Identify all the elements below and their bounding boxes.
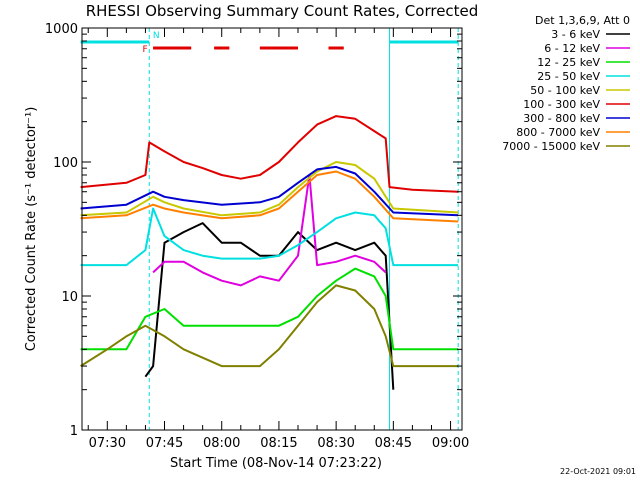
legend-label-6: 100 - 300 keV: [523, 98, 600, 111]
x-tick-label-6: 08:45: [375, 436, 412, 451]
legend-label-5: 50 - 100 keV: [530, 84, 600, 97]
flag-label-F: F: [142, 45, 147, 55]
y-axis-label: Corrected Count Rate (s⁻¹ detector⁻¹): [24, 107, 39, 352]
y-tick-label-2: 10: [61, 290, 78, 305]
legend-label-9: 7000 - 15000 keV: [502, 140, 600, 153]
legend-title: Det 1,3,6,9, Att 0: [535, 14, 630, 27]
legend-label-7: 300 - 800 keV: [523, 112, 600, 125]
legend-label-1: 3 - 6 keV: [551, 28, 600, 41]
x-tick-label-2: 07:45: [146, 436, 183, 451]
series-line-9: [80, 284, 459, 368]
y-tick-label-3: 100: [53, 156, 78, 171]
x-tick-label-7: 09:00: [432, 436, 469, 451]
x-tick-label-1: 07:30: [89, 436, 126, 451]
plot-frame: [81, 27, 463, 431]
flag-label-N: N: [153, 31, 160, 41]
legend-label-3: 12 - 25 keV: [537, 56, 600, 69]
series-line-5: [80, 161, 459, 217]
series-line-6: [80, 115, 459, 193]
footer-timestamp: 22-Oct-2021 09:01: [560, 467, 636, 476]
series-line-7: [80, 165, 459, 217]
legend-label-4: 25 - 50 keV: [537, 70, 600, 83]
series-line-3: [80, 267, 459, 351]
series-line-4: [80, 207, 459, 267]
series-line-8: [80, 170, 459, 223]
chart-title: RHESSI Observing Summary Count Rates, Co…: [86, 2, 479, 20]
plot-area: NF 1 10 100 1000 07:30 07:45 08:00 08:15 08:30 08…: [45, 22, 469, 451]
x-axis-label: Start Time (08-Nov-14 07:23:22): [170, 456, 382, 471]
legend-label-2: 6 - 12 keV: [544, 42, 600, 55]
x-tick-label-4: 08:15: [260, 436, 297, 451]
x-tick-label-3: 08:00: [203, 436, 240, 451]
x-tick-label-5: 08:30: [317, 436, 354, 451]
y-tick-label-4: 1000: [45, 22, 78, 37]
series-line-1: [144, 222, 395, 390]
series-line-2: [152, 174, 387, 287]
legend-label-8: 800 - 7000 keV: [516, 126, 600, 139]
y-tick-label-1: 1: [70, 424, 78, 439]
